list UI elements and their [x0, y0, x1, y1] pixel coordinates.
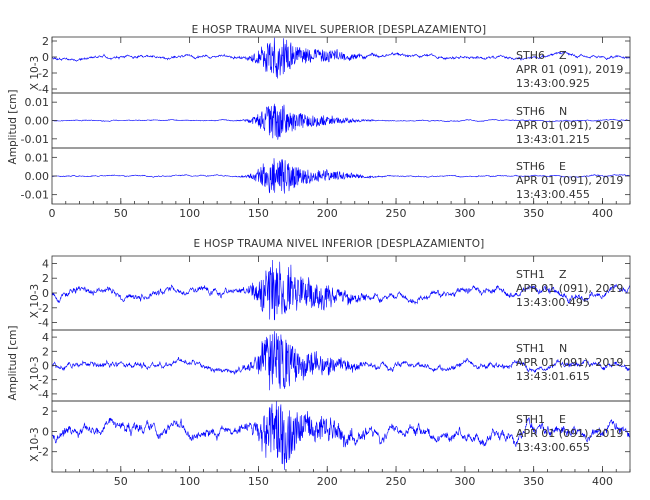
lower-n-waveform: [52, 331, 630, 391]
lower-n-component: N: [559, 342, 567, 355]
lower-y-axis-label: Amplitud [cm]: [7, 326, 19, 401]
upper-n-time: 13:43:01.215: [516, 133, 590, 146]
upper-x-tick-label: 350: [523, 207, 544, 220]
upper-z-y-tick-label: -2: [38, 67, 49, 80]
lower-e-y-tick-label: 2: [42, 405, 49, 418]
upper-panel: E HOSP TRAUMA NIVEL SUPERIOR [DESPLAZAMI…: [7, 24, 631, 220]
upper-z-station: STH6 Z: [516, 49, 567, 62]
upper-x-tick-label: 0: [49, 207, 56, 220]
upper-n-y-tick-label: 0.00: [25, 115, 50, 128]
upper-e-component: E: [559, 160, 566, 173]
lower-z-waveform: [52, 259, 630, 321]
lower-z-y-tick-label: 2: [42, 272, 49, 285]
lower-n-time: 13:43:01.615: [516, 370, 590, 383]
upper-n-component: N: [559, 105, 567, 118]
upper-z-date: APR 01 (091), 2019: [516, 63, 623, 76]
lower-e-y-tick-label: 0: [42, 425, 49, 438]
lower-z-date: APR 01 (091), 2019: [516, 282, 623, 295]
upper-e-y-tick-label: 0.01: [25, 151, 50, 164]
lower-e-y-tick-label: -2: [38, 446, 49, 459]
upper-e-station-name: STH6: [516, 160, 545, 173]
lower-n-y-tick-label: 2: [42, 345, 49, 358]
upper-e-time: 13:43:00.455: [516, 188, 590, 201]
lower-e-date: APR 01 (091), 2019: [516, 427, 623, 440]
upper-x-tick-label: 100: [179, 207, 200, 220]
lower-e-waveform: [52, 401, 630, 470]
upper-z-component: Z: [559, 49, 567, 62]
upper-z-scale-label: X 10-3: [29, 56, 41, 90]
lower-x-tick-label: 300: [454, 475, 475, 488]
lower-x-tick-label: 400: [592, 475, 613, 488]
lower-e-station: STH1 E: [516, 413, 566, 426]
lower-z-y-tick-label: -4: [38, 317, 49, 330]
lower-z-time: 13:43:00.495: [516, 296, 590, 309]
lower-z-y-tick-label: 4: [42, 257, 49, 270]
lower-n-station: STH1 N: [516, 342, 567, 355]
lower-x-tick-label: 200: [317, 475, 338, 488]
lower-x-tick-label: 50: [114, 475, 128, 488]
lower-z-scale-label: X 10-3: [29, 284, 41, 318]
lower-n-scale-label: X 10-3: [29, 356, 41, 390]
upper-x-tick-label: 250: [386, 207, 407, 220]
upper-n-station-name: STH6: [516, 105, 545, 118]
lower-z-y-tick-label: -2: [38, 302, 49, 315]
lower-n-y-tick-label: -4: [38, 388, 49, 401]
upper-n-station: STH6 N: [516, 105, 567, 118]
lower-z-component: Z: [559, 268, 567, 281]
upper-z-y-tick-label: 2: [42, 35, 49, 48]
upper-e-y-tick-label: -0.01: [21, 189, 49, 202]
upper-x-tick-label: 400: [592, 207, 613, 220]
upper-z-y-tick-label: 0: [42, 51, 49, 64]
lower-n-station-name: STH1: [516, 342, 545, 355]
upper-e-y-tick-label: 0.00: [25, 170, 50, 183]
upper-n-waveform: [52, 103, 630, 140]
lower-panel: E HOSP TRAUMA NIVEL INFERIOR [DESPLAZAMI…: [7, 238, 631, 488]
lower-n-y-tick-label: 0: [42, 360, 49, 373]
lower-n-y-tick-label: 4: [42, 331, 49, 344]
lower-z-station-name: STH1: [516, 268, 545, 281]
lower-panel-title: E HOSP TRAUMA NIVEL INFERIOR [DESPLAZAMI…: [194, 238, 485, 250]
lower-e-time: 13:43:00.655: [516, 441, 590, 454]
upper-z-station-name: STH6: [516, 49, 545, 62]
upper-n-y-tick-label: 0.01: [25, 96, 50, 109]
lower-n-y-tick-label: -2: [38, 374, 49, 387]
lower-e-scale-label: X 10-3: [29, 427, 41, 461]
lower-n-date: APR 01 (091), 2019: [516, 356, 623, 369]
lower-x-tick-label: 100: [179, 475, 200, 488]
upper-e-date: APR 01 (091), 2019: [516, 174, 623, 187]
upper-x-axis: 0 50 100 150 200 250 300 350 400: [49, 37, 631, 220]
upper-x-tick-label: 300: [454, 207, 475, 220]
upper-n-y-tick-label: -0.01: [21, 133, 49, 146]
upper-n-date: APR 01 (091), 2019: [516, 119, 623, 132]
lower-e-station-name: STH1: [516, 413, 545, 426]
upper-x-tick-label: 50: [114, 207, 128, 220]
upper-x-tick-label: 200: [317, 207, 338, 220]
upper-z-time: 13:43:00.925: [516, 77, 590, 90]
upper-z-waveform: [52, 37, 630, 79]
lower-z-y-tick-label: 0: [42, 287, 49, 300]
lower-x-tick-label: 150: [248, 475, 269, 488]
lower-x-tick-label: 350: [523, 475, 544, 488]
upper-panel-title: E HOSP TRAUMA NIVEL SUPERIOR [DESPLAZAMI…: [192, 24, 487, 36]
lower-x-tick-label: 250: [386, 475, 407, 488]
upper-e-station: STH6 E: [516, 160, 566, 173]
upper-y-axis-label: Amplitud [cm]: [7, 90, 19, 165]
lower-e-component: E: [559, 413, 566, 426]
upper-x-tick-label: 150: [248, 207, 269, 220]
lower-x-axis: 50 100 150 200 250 300 350 400: [51, 256, 631, 488]
lower-z-station: STH1 Z: [516, 268, 567, 281]
upper-e-waveform: [52, 158, 630, 194]
upper-z-y-tick-label: -4: [38, 83, 49, 96]
